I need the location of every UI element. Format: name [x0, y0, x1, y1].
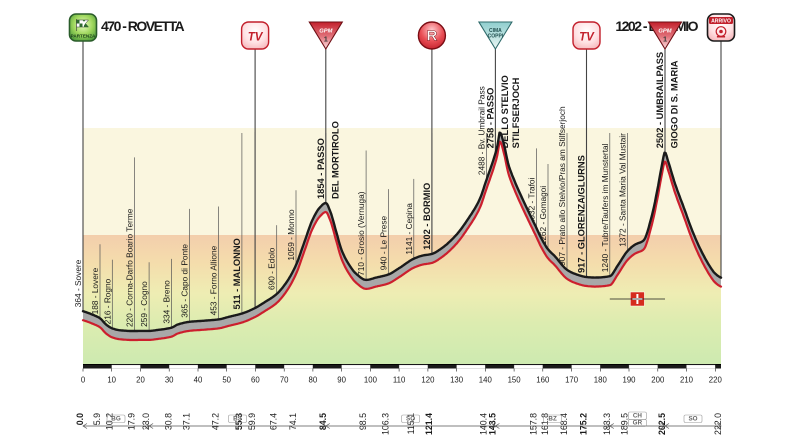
- svg-text:50: 50: [222, 376, 231, 385]
- svg-text:168.4: 168.4: [559, 413, 569, 435]
- svg-text:0.0: 0.0: [75, 413, 85, 425]
- svg-text:17.9: 17.9: [126, 413, 136, 430]
- svg-text:334 - Breno: 334 - Breno: [162, 280, 172, 324]
- svg-text:TV: TV: [248, 32, 264, 44]
- svg-text:GIOGO DI S. MARIA: GIOGO DI S. MARIA: [670, 60, 680, 148]
- svg-text:GR: GR: [633, 420, 643, 427]
- svg-text:220 - Corna-Darfo Boario Terme: 220 - Corna-Darfo Boario Terme: [124, 208, 134, 327]
- svg-text:917 - GLORENZA/GLURNS: 917 - GLORENZA/GLURNS: [577, 155, 587, 273]
- svg-text:188 - Lovere: 188 - Lovere: [90, 267, 100, 314]
- svg-text:940 - Le Prese: 940 - Le Prese: [379, 215, 389, 270]
- svg-text:74.1: 74.1: [288, 413, 298, 430]
- svg-text:170: 170: [565, 376, 579, 385]
- svg-text:1141 - Cepina: 1141 - Cepina: [404, 203, 414, 255]
- svg-text:30.8: 30.8: [164, 413, 174, 430]
- svg-text:BZ: BZ: [548, 416, 557, 423]
- svg-text:DEL MORTIROLO: DEL MORTIROLO: [331, 121, 341, 199]
- svg-text:STILFSERJOCH: STILFSERJOCH: [511, 77, 521, 148]
- svg-text:121.4: 121.4: [424, 413, 434, 435]
- svg-text:364 - Sovere: 364 - Sovere: [73, 259, 83, 307]
- svg-text:175.2: 175.2: [579, 413, 589, 435]
- svg-text:189.5: 189.5: [620, 413, 630, 435]
- svg-text:907 - Prato allo Stelvio/Pras: 907 - Prato allo Stelvio/Pras am Stilfse…: [557, 106, 567, 266]
- svg-text:ARRIVO: ARRIVO: [711, 18, 731, 24]
- svg-text:106.3: 106.3: [381, 413, 391, 435]
- svg-text:365 - Capo di Ponte: 365 - Capo di Ponte: [180, 244, 190, 318]
- svg-text:1202 - BORMIO: 1202 - BORMIO: [422, 183, 432, 250]
- svg-text:1372 - Santa Maria Val Mustair: 1372 - Santa Maria Val Mustair: [618, 133, 628, 247]
- svg-text:PARTENZA: PARTENZA: [71, 34, 96, 39]
- svg-text:157.8: 157.8: [529, 413, 539, 435]
- svg-text:1: 1: [324, 35, 328, 44]
- svg-text:COPPI: COPPI: [488, 34, 504, 40]
- svg-text:2502 - UMBRAILPASS: 2502 - UMBRAILPASS: [655, 52, 665, 148]
- svg-text:453 - Forno Allione: 453 - Forno Allione: [209, 245, 219, 315]
- svg-text:120: 120: [421, 376, 435, 385]
- svg-text:TV: TV: [579, 32, 595, 44]
- svg-text:0: 0: [81, 376, 86, 385]
- svg-text:190: 190: [622, 376, 636, 385]
- svg-text:CH: CH: [633, 413, 643, 420]
- svg-text:90: 90: [337, 376, 346, 385]
- svg-text:1059 - Monno: 1059 - Monno: [286, 209, 296, 261]
- svg-text:BS: BS: [233, 416, 242, 423]
- svg-text:710 - Grosio (Vernuga): 710 - Grosio (Vernuga): [356, 191, 366, 276]
- svg-text:690 - Edolo: 690 - Edolo: [267, 247, 277, 290]
- svg-text:70: 70: [280, 376, 289, 385]
- svg-text:2758 - PASSO: 2758 - PASSO: [485, 88, 495, 149]
- svg-text:5.9: 5.9: [92, 413, 102, 425]
- svg-text:130: 130: [450, 376, 464, 385]
- svg-text:160: 160: [536, 376, 550, 385]
- svg-text:1854 - PASSO: 1854 - PASSO: [316, 138, 326, 199]
- svg-text:100: 100: [364, 376, 378, 385]
- svg-text:R: R: [426, 28, 437, 45]
- svg-text:10: 10: [107, 376, 116, 385]
- svg-text:37.1: 37.1: [182, 413, 192, 430]
- svg-text:216 - Rogno: 216 - Rogno: [102, 278, 112, 324]
- svg-text:1240 - Tubre/Taufers im Munste: 1240 - Tubre/Taufers im Munstertal: [600, 143, 610, 272]
- svg-text:1: 1: [663, 35, 667, 44]
- svg-text:110: 110: [393, 376, 406, 385]
- svg-text:30: 30: [165, 376, 174, 385]
- svg-text:20: 20: [136, 376, 145, 385]
- svg-text:59.9: 59.9: [247, 413, 257, 430]
- svg-text:47.2: 47.2: [211, 413, 221, 430]
- svg-text:210: 210: [680, 376, 694, 385]
- svg-text:200: 200: [651, 376, 665, 385]
- svg-text:40: 40: [194, 376, 203, 385]
- svg-text:60: 60: [251, 376, 260, 385]
- svg-text:SO: SO: [406, 416, 415, 423]
- svg-text:180: 180: [594, 376, 608, 385]
- svg-text:98.5: 98.5: [358, 413, 368, 430]
- svg-text:150: 150: [508, 376, 522, 385]
- svg-text:80: 80: [309, 376, 318, 385]
- svg-text:259 - Cogno: 259 - Cogno: [139, 281, 149, 327]
- svg-text:SO: SO: [688, 416, 697, 423]
- svg-text:220: 220: [709, 376, 723, 385]
- svg-text:140: 140: [479, 376, 493, 385]
- svg-text:511 - MALONNO: 511 - MALONNO: [232, 238, 242, 309]
- svg-text:BG: BG: [111, 416, 121, 423]
- svg-text:67.4: 67.4: [269, 413, 279, 430]
